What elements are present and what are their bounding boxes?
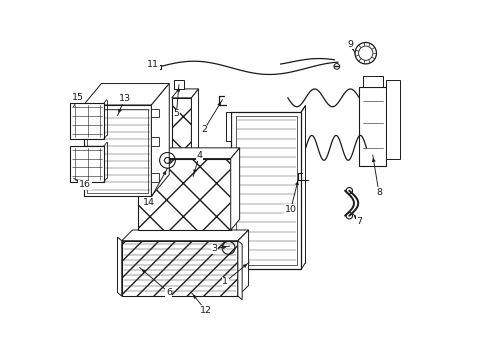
Polygon shape — [151, 173, 159, 182]
Polygon shape — [122, 241, 238, 296]
Polygon shape — [173, 80, 184, 89]
Polygon shape — [386, 80, 400, 158]
Polygon shape — [359, 87, 386, 166]
Text: 15: 15 — [72, 93, 84, 102]
Polygon shape — [231, 112, 301, 269]
Polygon shape — [238, 230, 248, 296]
Polygon shape — [151, 84, 169, 196]
Text: 8: 8 — [376, 188, 382, 197]
Text: 11: 11 — [147, 60, 159, 69]
Text: 5: 5 — [173, 109, 179, 118]
Polygon shape — [236, 116, 297, 265]
Text: 7: 7 — [356, 217, 362, 226]
Polygon shape — [172, 98, 192, 205]
Polygon shape — [226, 237, 231, 269]
Polygon shape — [363, 76, 383, 87]
Polygon shape — [83, 84, 169, 105]
Text: 6: 6 — [166, 288, 172, 297]
Text: 2: 2 — [201, 126, 207, 135]
Polygon shape — [138, 148, 240, 158]
Text: 4: 4 — [196, 151, 202, 160]
Polygon shape — [122, 230, 248, 241]
Polygon shape — [70, 103, 104, 139]
Polygon shape — [192, 89, 198, 205]
Polygon shape — [138, 158, 231, 230]
Polygon shape — [118, 237, 122, 296]
Polygon shape — [151, 137, 159, 146]
Text: 16: 16 — [79, 180, 91, 189]
Text: 9: 9 — [348, 40, 354, 49]
Text: 1: 1 — [222, 277, 228, 286]
Polygon shape — [155, 65, 161, 69]
Polygon shape — [238, 241, 242, 300]
Polygon shape — [172, 89, 198, 98]
Text: 12: 12 — [200, 306, 212, 315]
Polygon shape — [151, 109, 159, 117]
Text: 10: 10 — [285, 205, 297, 214]
Polygon shape — [231, 148, 240, 230]
Text: 13: 13 — [119, 94, 131, 103]
Polygon shape — [70, 146, 104, 182]
Polygon shape — [83, 105, 151, 196]
Text: 3: 3 — [212, 244, 218, 253]
Polygon shape — [226, 112, 231, 141]
Text: 14: 14 — [143, 198, 154, 207]
